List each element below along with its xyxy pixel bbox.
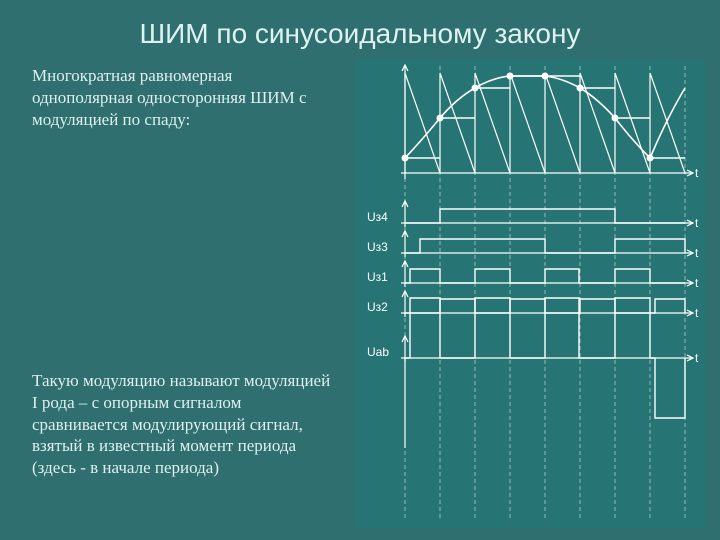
svg-text:Uз3: Uз3 <box>367 240 388 254</box>
svg-text:t: t <box>695 306 699 320</box>
svg-text:t: t <box>695 166 699 180</box>
svg-text:Uз2: Uз2 <box>367 300 388 314</box>
description-top: Многократная равномерная однополярная од… <box>32 65 332 130</box>
svg-text:Uab: Uab <box>367 345 389 359</box>
pwm-diagram: t Uз4 t Uз3 t Uз1 t Uз2 t Uab t <box>355 58 705 528</box>
svg-text:t: t <box>695 276 699 290</box>
svg-text:t: t <box>695 246 699 260</box>
svg-text:t: t <box>695 351 699 365</box>
svg-text:Uз1: Uз1 <box>367 270 388 284</box>
svg-text:t: t <box>695 216 699 230</box>
slide-title: ШИМ по синусоидальному закону <box>0 18 720 50</box>
svg-text:Uз4: Uз4 <box>367 210 388 224</box>
description-bottom: Такую модуляцию называют модуляцией I ро… <box>32 370 332 479</box>
